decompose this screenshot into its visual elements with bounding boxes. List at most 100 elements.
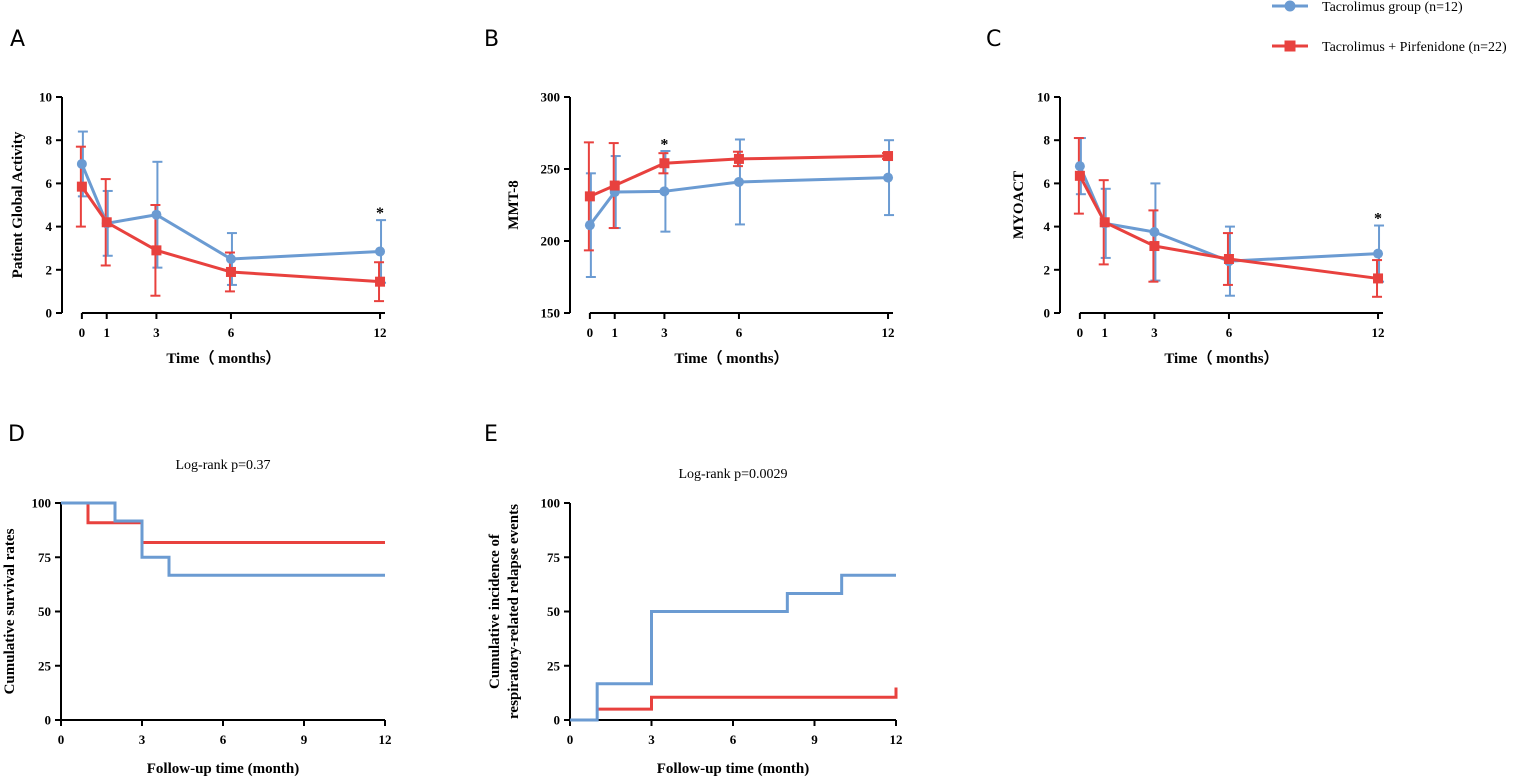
series-line-tacrolimus bbox=[570, 573, 896, 722]
x-tick-label: 3 bbox=[648, 732, 655, 747]
y-tick-label: 25 bbox=[38, 658, 52, 673]
x-axis-title: Time（ months） bbox=[166, 349, 280, 367]
x-tick-label: 12 bbox=[890, 732, 903, 747]
y-tick-label: 200 bbox=[541, 234, 561, 249]
data-point-tacrolimus bbox=[151, 209, 162, 220]
series-line-combination bbox=[597, 687, 898, 711]
x-tick-label: 1 bbox=[1101, 325, 1108, 340]
panel-letter-a: A bbox=[10, 27, 25, 52]
panel-letter-e: E bbox=[484, 422, 498, 447]
y-tick-label: 0 bbox=[45, 713, 52, 728]
data-point-tacrolimus bbox=[1074, 161, 1085, 172]
x-tick-label: 3 bbox=[139, 732, 146, 747]
significance-star: * bbox=[1374, 210, 1382, 227]
x-tick-label: 9 bbox=[811, 732, 818, 747]
x-axis-title: Time（ months） bbox=[1164, 349, 1278, 367]
x-tick-label: 3 bbox=[153, 325, 160, 340]
data-point-tacrolimus bbox=[659, 186, 670, 197]
y-tick-label: 8 bbox=[1044, 133, 1051, 148]
y-axis-title: Cumulative survival rates bbox=[2, 528, 18, 694]
legend-item-tacrolimus: Tacrolimus group (n=12) bbox=[1272, 0, 1463, 15]
y-tick-label: 75 bbox=[547, 550, 561, 565]
legend-marker-square bbox=[1284, 40, 1296, 52]
y-tick-label: 0 bbox=[554, 713, 561, 728]
y-tick-label: 2 bbox=[46, 262, 53, 277]
data-point-tacrolimus bbox=[1373, 248, 1384, 259]
y-axis-title-line: respiratory-related relapse events bbox=[506, 504, 522, 719]
legend-label-combination: Tacrolimus + Pirfenidone (n=22) bbox=[1322, 40, 1507, 55]
y-tick-label: 4 bbox=[1044, 219, 1051, 234]
legend: Tacrolimus group (n=12) Tacrolimus + Pir… bbox=[1272, 0, 1507, 55]
series-line-tacrolimus bbox=[61, 501, 385, 577]
y-tick-label: 50 bbox=[547, 604, 560, 619]
x-tick-label: 12 bbox=[379, 732, 392, 747]
significance-star: * bbox=[660, 136, 668, 153]
x-tick-label: 1 bbox=[103, 325, 110, 340]
y-axis-title: MYOACT bbox=[1011, 171, 1027, 239]
x-tick-label: 3 bbox=[1151, 325, 1158, 340]
data-point-combination bbox=[609, 180, 620, 191]
panel-letter-b: B bbox=[484, 27, 499, 52]
chart-panel-a: 0 2 4 6 8 10 0 1 3 6 12 Time（ months） Patient Global… bbox=[10, 90, 387, 368]
series-line-combination bbox=[61, 501, 385, 544]
x-tick-label: 6 bbox=[228, 325, 235, 340]
y-tick-label: 10 bbox=[1037, 90, 1050, 105]
chart-annotation-logrank: Log-rank p=0.0029 bbox=[679, 467, 788, 482]
data-point-tacrolimus bbox=[733, 176, 744, 187]
data-point-combination bbox=[375, 276, 386, 287]
data-point-combination bbox=[584, 191, 595, 202]
chart-panel-e: 0 25 50 75 100 0 3 6 9 12 Follow-up time (month) Cu… bbox=[487, 467, 903, 777]
y-tick-label: 75 bbox=[38, 550, 52, 565]
y-tick-label: 8 bbox=[46, 133, 53, 148]
x-axis-title: Follow-up time (month) bbox=[147, 761, 300, 777]
y-tick-label: 250 bbox=[541, 162, 561, 177]
x-tick-label: 9 bbox=[301, 732, 308, 747]
x-tick-label: 6 bbox=[730, 732, 737, 747]
x-tick-label: 12 bbox=[882, 325, 895, 340]
chart-panel-c: 0 2 4 6 8 10 0 1 3 6 12 Time（ months） MYOACT * bbox=[1011, 90, 1385, 368]
data-point-tacrolimus bbox=[375, 246, 386, 257]
x-tick-label: 6 bbox=[1226, 325, 1233, 340]
legend-label-tacrolimus: Tacrolimus group (n=12) bbox=[1322, 0, 1463, 15]
y-tick-label: 50 bbox=[38, 604, 51, 619]
data-point-combination bbox=[225, 266, 236, 277]
x-tick-label: 0 bbox=[587, 325, 594, 340]
y-axis-title-line: Cumulative incidence of bbox=[487, 533, 503, 689]
x-tick-label: 0 bbox=[79, 325, 86, 340]
x-tick-label: 0 bbox=[567, 732, 574, 747]
x-tick-label: 12 bbox=[1372, 325, 1385, 340]
panel-letter-c: C bbox=[986, 27, 1001, 52]
y-axis-title: MMT-8 bbox=[506, 180, 522, 229]
data-point-tacrolimus bbox=[225, 254, 236, 264]
panel-letter-d: D bbox=[8, 422, 25, 447]
y-tick-label: 150 bbox=[541, 306, 561, 321]
data-point-combination bbox=[151, 245, 162, 256]
data-point-combination bbox=[1149, 241, 1160, 252]
y-tick-label: 300 bbox=[541, 90, 561, 105]
y-tick-label: 25 bbox=[547, 658, 561, 673]
y-tick-label: 0 bbox=[46, 306, 53, 321]
x-tick-label: 1 bbox=[611, 325, 618, 340]
legend-marker-circle bbox=[1284, 0, 1296, 12]
y-tick-label: 100 bbox=[32, 496, 52, 511]
legend-item-combination: Tacrolimus + Pirfenidone (n=22) bbox=[1272, 40, 1507, 55]
chart-panel-d: 0 25 50 75 100 0 3 6 9 12 Follow-up time (month) Cu… bbox=[2, 458, 392, 777]
x-tick-label: 6 bbox=[736, 325, 743, 340]
x-tick-label: 0 bbox=[1077, 325, 1084, 340]
data-point-tacrolimus bbox=[76, 158, 87, 169]
x-tick-label: 12 bbox=[374, 325, 387, 340]
data-point-tacrolimus bbox=[1149, 227, 1160, 237]
y-axis-title: Patient Global Activity bbox=[10, 131, 26, 278]
y-axis-title: Cumulative incidence of respiratory-relat… bbox=[487, 504, 522, 719]
y-tick-label: 6 bbox=[1044, 176, 1051, 191]
data-point-combination bbox=[733, 153, 744, 164]
y-tick-label: 6 bbox=[46, 176, 53, 191]
data-point-combination bbox=[1223, 254, 1234, 264]
y-tick-label: 4 bbox=[46, 219, 53, 234]
y-tick-label: 2 bbox=[1044, 262, 1051, 277]
data-point-combination bbox=[883, 151, 894, 162]
x-tick-label: 0 bbox=[58, 732, 65, 747]
data-point-combination bbox=[1099, 217, 1110, 228]
x-tick-label: 6 bbox=[220, 732, 227, 747]
